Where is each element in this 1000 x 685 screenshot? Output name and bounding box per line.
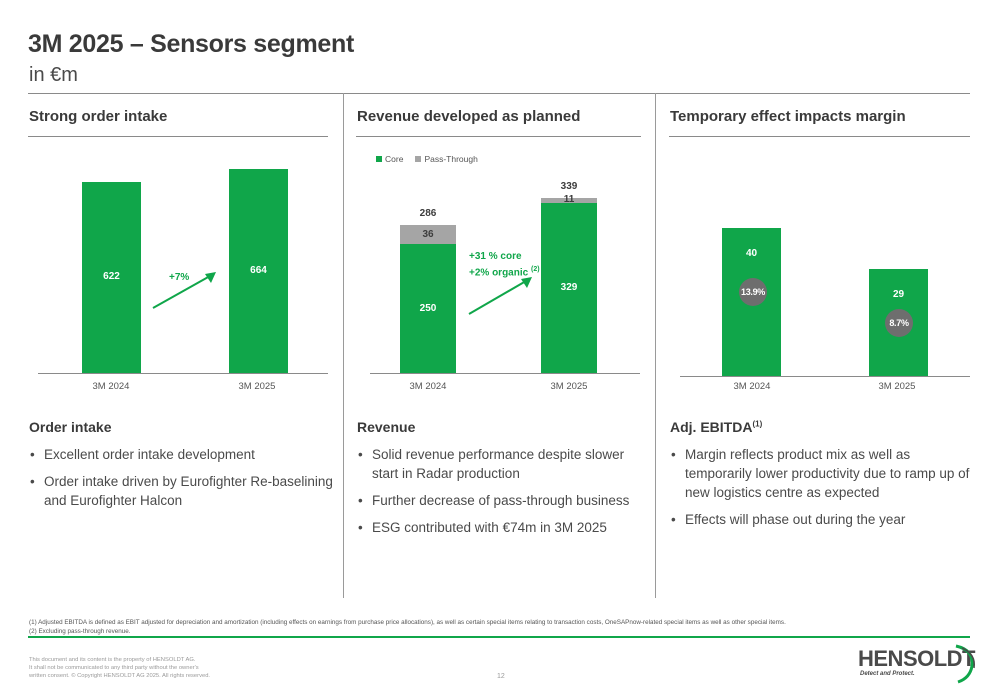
chart-baseline: [680, 376, 970, 377]
x-tick-label: 3M 2025: [878, 381, 916, 392]
page-title: 3M 2025 – Sensors segment: [28, 30, 354, 58]
growth-arrow-icon: [468, 277, 532, 315]
column-rule-2: [356, 136, 641, 137]
bullet-item: Effects will phase out during the year: [670, 510, 970, 529]
growth-core-text: +31 % core: [469, 251, 522, 262]
bullet-item: Order intake driven by Eurofighter Re-ba…: [29, 472, 334, 510]
margin-badge-2025: 8.7%: [885, 309, 913, 337]
disclaimer-line: This document and its content is the pro…: [29, 657, 196, 663]
legend-swatch-core: [376, 156, 382, 162]
footnote-2: (2) Excluding pass-through revenue.: [29, 628, 131, 635]
bar-order-intake-2025: [229, 169, 288, 373]
logo-swoosh-icon: [955, 644, 975, 684]
legend-label-pass-through: Pass-Through: [424, 154, 478, 164]
data-label-order-intake-2024: 622: [103, 271, 120, 283]
data-label-order-intake-2025: 664: [250, 265, 267, 277]
bullet-item: Solid revenue performance despite slower…: [357, 445, 647, 483]
bullet-item: Margin reflects product mix as well as t…: [670, 445, 970, 502]
legend-label-core: Core: [385, 154, 404, 164]
chart-legend: Core Pass-Through: [376, 154, 478, 164]
x-tick-label: 3M 2025: [550, 381, 588, 392]
legend-item-core: Core: [376, 154, 403, 164]
column-title-margin: Temporary effect impacts margin: [670, 108, 906, 125]
copyright-disclaimer: This document and its content is the pro…: [29, 656, 210, 680]
bar-revenue-pass-through-2025: [541, 197, 597, 204]
legend-swatch-pass-through: [415, 156, 422, 162]
data-label-pass-through-2025: 11: [563, 194, 575, 206]
page-subtitle: in €m: [29, 64, 78, 86]
bar-revenue-core-2025: [541, 203, 597, 373]
column-title-revenue: Revenue developed as planned: [357, 108, 581, 125]
margin-badge-2024: 13.9%: [739, 278, 767, 306]
growth-annotation: +31 % core +2% organic (2): [469, 250, 540, 279]
ebitda-bullets: Margin reflects product mix as well as t…: [670, 445, 970, 537]
x-tick-label: 3M 2024: [409, 381, 447, 392]
section-heading-revenue: Revenue: [357, 419, 416, 435]
section-heading-ebitda-text: Adj. EBITDA: [670, 419, 753, 435]
column-rule-3: [669, 136, 970, 137]
bullet-item: Excellent order intake development: [29, 445, 334, 464]
revenue-bullets: Solid revenue performance despite slower…: [357, 445, 647, 545]
data-label-core-2025: 329: [560, 282, 578, 294]
data-label-ebitda-2025: 29: [892, 288, 905, 300]
disclaimer-line: It shall not be communicated to any thir…: [29, 665, 199, 671]
section-heading-order-intake: Order intake: [29, 419, 112, 435]
header-divider: [28, 93, 970, 94]
chart-baseline: [370, 373, 640, 374]
column-rule-1: [28, 136, 328, 137]
bullet-item: ESG contributed with €74m in 3M 2025: [357, 518, 647, 537]
footnote-ref: (2): [530, 266, 540, 273]
footnotes: (1) Adjusted EBITDA is defined as EBIT a…: [29, 618, 786, 636]
column-title-order-intake: Strong order intake: [29, 108, 168, 125]
growth-organic-line: +2% organic (2): [469, 263, 540, 279]
legend-item-pass-through: Pass-Through: [415, 154, 478, 164]
x-tick-label: 3M 2024: [733, 381, 771, 392]
x-tick-label: 3M 2024: [92, 381, 130, 392]
page-number: 12: [497, 673, 505, 680]
bullet-item: Further decrease of pass-through busines…: [357, 491, 647, 510]
hensoldt-logo: HENSOLDT Detect and Protect.: [858, 644, 976, 684]
bar-revenue-core-2024: [400, 244, 456, 373]
section-heading-ebitda: Adj. EBITDA(1): [670, 419, 762, 435]
chart-baseline: [38, 373, 328, 374]
data-label-total-2024: 286: [419, 208, 437, 220]
footnote-1: (1) Adjusted EBITDA is defined as EBIT a…: [29, 619, 786, 626]
growth-annotation: +7%: [169, 272, 190, 283]
logo-wordmark: HENSOLDT: [858, 646, 976, 671]
footnote-ref: (1): [752, 419, 763, 429]
growth-organic-text: +2% organic: [469, 267, 529, 279]
bar-revenue-pass-through-2024: [400, 225, 456, 245]
bar-order-intake-2024: [82, 181, 141, 373]
x-tick-label: 3M 2025: [238, 381, 276, 392]
logo-tagline: Detect and Protect.: [860, 671, 915, 677]
footer-accent-rule: [28, 636, 970, 638]
data-label-core-2024: 250: [419, 302, 437, 314]
column-divider-2: [655, 93, 656, 598]
data-label-total-2025: 339: [560, 180, 578, 192]
disclaimer-line: written consent. © Copyright HENSOLDT AG…: [29, 673, 211, 679]
order-intake-bullets: Excellent order intake development Order…: [29, 445, 334, 518]
column-divider-1: [343, 93, 344, 598]
data-label-ebitda-2024: 40: [745, 248, 758, 260]
data-label-pass-through-2024: 36: [422, 228, 434, 240]
growth-arrow-icon: [152, 272, 216, 309]
